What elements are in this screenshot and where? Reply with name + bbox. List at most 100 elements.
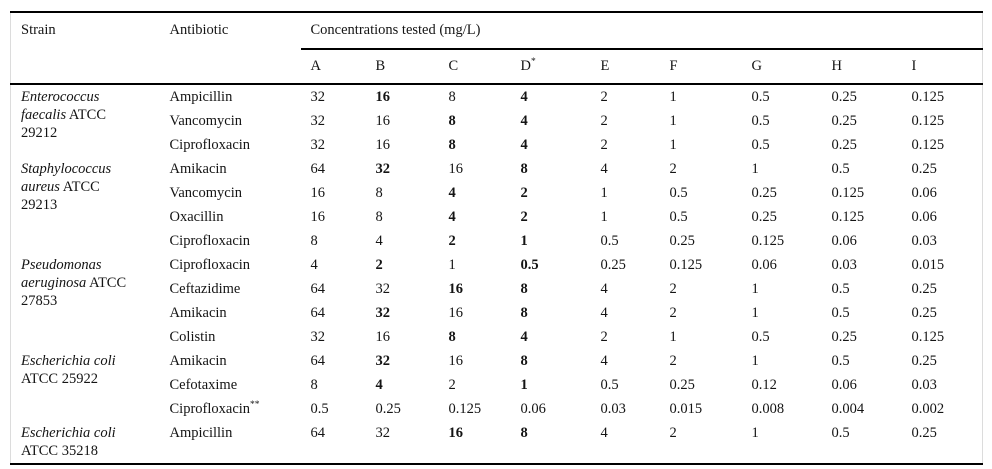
- concentration-value-cell: 0.06: [520, 401, 546, 417]
- table-row: Ciprofloxacin** 0.5 0.25 0.125 0.06 0.03 0.015…: [11, 397, 983, 421]
- concentration-value-cell: 4: [375, 233, 383, 249]
- concentration-value-cell: 4: [600, 305, 608, 321]
- concentration-value-cell: 8: [448, 113, 456, 129]
- column-header-f: F: [659, 49, 742, 85]
- concentration-value-cell: 0.25: [669, 377, 695, 393]
- concentration-value-cell: 2: [600, 329, 608, 345]
- concentration-value-cell: 0.06: [911, 209, 937, 225]
- antibiotic-name-cell: Colistin: [169, 329, 216, 345]
- antibiotic-concentrations-table-wrap: Strain Antibiotic Concentrations tested …: [10, 11, 984, 465]
- column-header-b: B: [365, 49, 439, 85]
- concentration-value-cell: 4: [600, 425, 608, 441]
- concentration-value-cell: 32: [375, 425, 391, 441]
- concentration-value-cell: 0.5: [751, 137, 770, 153]
- concentration-value-cell: 4: [520, 137, 528, 153]
- antibiotic-name-cell: Ampicillin: [169, 425, 233, 441]
- antibiotic-name-cell: Ciprofloxacin: [169, 137, 251, 153]
- concentration-value-cell: 8: [520, 281, 528, 297]
- concentration-value-cell: 16: [375, 113, 391, 129]
- strain-name-italic: Staphylococcus aureus: [21, 161, 112, 195]
- antibiotic-concentrations-table: Strain Antibiotic Concentrations tested …: [10, 11, 984, 465]
- concentration-value-cell: 0.5: [751, 329, 770, 345]
- concentration-value-cell: 16: [375, 137, 391, 153]
- table-row: Staphylococcus aureus ATCC 29213 Amikacin…: [11, 157, 983, 213]
- concentration-value-cell: 8: [448, 89, 456, 105]
- concentration-value-cell: 32: [310, 329, 326, 345]
- concentration-value-cell: 8: [520, 353, 528, 369]
- table-row: Oxacillin 16 8 4 2 1 0.5 0.25 0.125 0.06: [11, 205, 983, 229]
- concentration-value-cell: 0.5: [831, 161, 850, 177]
- concentration-value-cell: 4: [448, 185, 456, 201]
- antibiotic-name-cell: Ciprofloxacin: [169, 257, 251, 273]
- concentration-value-cell: 0.004: [831, 401, 865, 417]
- concentration-value-cell: 4: [600, 281, 608, 297]
- concentration-value-cell: 0.25: [831, 113, 857, 129]
- concentration-value-cell: 16: [448, 161, 464, 177]
- concentration-value-cell: 8: [520, 305, 528, 321]
- concentration-value-cell: 0.25: [911, 281, 937, 297]
- concentration-value-cell: 0.25: [600, 257, 626, 273]
- concentration-value-cell: 0.5: [310, 401, 329, 417]
- column-header-h: H: [821, 49, 902, 85]
- concentration-value-cell: 1: [520, 233, 528, 249]
- concentration-value-cell: 2: [669, 353, 677, 369]
- concentration-value-cell: 0.06: [751, 257, 777, 273]
- concentration-value-cell: 2: [520, 185, 528, 201]
- table-row: Amikacin 64 32 16 8 4 2 1 0.5 0.25: [11, 301, 983, 325]
- antibiotic-name-cell: Amikacin: [169, 353, 227, 369]
- concentration-value-cell: 0.5: [831, 305, 850, 321]
- table-header: Strain Antibiotic Concentrations tested …: [10, 12, 983, 85]
- concentration-value-cell: 2: [600, 137, 608, 153]
- concentration-value-cell: 1: [751, 425, 759, 441]
- concentration-value-cell: 0.25: [911, 305, 937, 321]
- concentration-value-cell: 8: [310, 377, 318, 393]
- column-header-concentrations: Concentrations tested (mg/L): [300, 12, 983, 50]
- column-header-e: E: [590, 49, 660, 85]
- concentration-value-cell: 0.125: [669, 257, 703, 273]
- concentration-value-cell: 0.5: [751, 89, 770, 105]
- concentration-value-cell: 64: [310, 425, 326, 441]
- concentration-value-cell: 8: [375, 185, 383, 201]
- concentration-value-cell: 1: [751, 281, 759, 297]
- header-row-letters: A B C D* E F G H I: [11, 49, 983, 85]
- concentration-value-cell: 0.25: [911, 161, 937, 177]
- concentration-value-cell: 0.25: [751, 185, 777, 201]
- concentration-value-cell: 4: [448, 209, 456, 225]
- concentration-value-cell: 16: [310, 185, 326, 201]
- header-row-top: Strain Antibiotic Concentrations tested …: [10, 12, 983, 85]
- concentration-value-cell: 0.125: [911, 329, 945, 345]
- concentration-value-cell: 2: [600, 113, 608, 129]
- column-header-g: G: [741, 49, 822, 85]
- concentration-value-cell: 0.06: [831, 377, 857, 393]
- strain-name-italic: Enterococcus faecalis: [21, 89, 100, 123]
- concentration-value-cell: 4: [520, 113, 528, 129]
- antibiotic-name-cell: Ciprofloxacin: [169, 233, 251, 249]
- table-row: Pseudomonas aeruginosa ATCC 27853 Ciprofl…: [11, 253, 983, 309]
- concentration-value-cell: 0.25: [751, 209, 777, 225]
- concentration-value-cell: 0.03: [600, 401, 626, 417]
- antibiotic-name-cell: Vancomycin: [169, 185, 242, 201]
- concentration-value-cell: 8: [520, 161, 528, 177]
- antibiotic-name-cell: Cefotaxime: [169, 377, 238, 393]
- antibiotic-name-cell: Amikacin: [169, 305, 227, 321]
- concentration-value-cell: 4: [520, 329, 528, 345]
- concentration-value-cell: 8: [448, 329, 456, 345]
- concentration-value-cell: 1: [669, 113, 677, 129]
- concentration-value-cell: 0.5: [831, 425, 850, 441]
- double-asterisk-superscript: **: [250, 400, 260, 411]
- strain-name-italic: Escherichia coli: [21, 353, 116, 369]
- concentration-value-cell: 0.5: [831, 353, 850, 369]
- concentration-value-cell: 16: [375, 329, 391, 345]
- table-row: Cefotaxime 8 4 2 1 0.5 0.25 0.12 0.06 0.03: [11, 373, 983, 397]
- concentration-value-cell: 0.5: [669, 209, 688, 225]
- concentration-value-cell: 8: [448, 137, 456, 153]
- antibiotic-name-cell: Amikacin: [169, 161, 227, 177]
- concentration-value-cell: 64: [310, 161, 326, 177]
- concentration-value-cell: 4: [600, 353, 608, 369]
- strain-name-cell: Staphylococcus aureus ATCC 29213: [21, 161, 112, 213]
- concentration-value-cell: 0.125: [911, 137, 945, 153]
- concentration-value-cell: 1: [751, 161, 759, 177]
- table-row: Enterococcus faecalis ATCC 29212 Ampicill…: [11, 84, 983, 141]
- table-row: Ciprofloxacin 8 4 2 1 0.5 0.25 0.125 0.06 0.03: [11, 229, 983, 253]
- concentration-value-cell: 16: [310, 209, 326, 225]
